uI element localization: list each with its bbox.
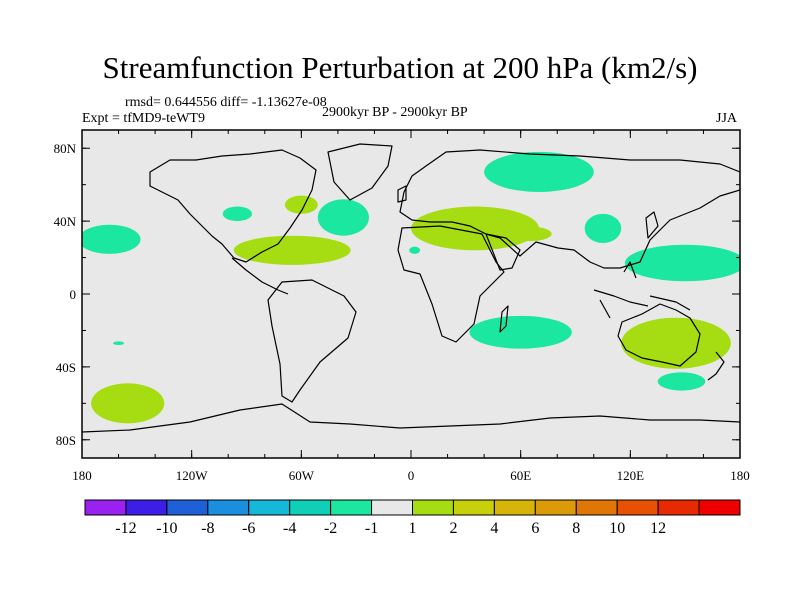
colorbar-label: -1 bbox=[365, 520, 378, 537]
colorbar-swatch bbox=[698, 499, 741, 516]
coastline-africa bbox=[397, 225, 505, 343]
x-tick-label: 120E bbox=[617, 468, 645, 483]
colorbar-label: -4 bbox=[283, 520, 296, 537]
colorbar-label: 8 bbox=[572, 520, 580, 537]
y-tick-label: 0 bbox=[70, 287, 77, 302]
colorbar-swatch bbox=[452, 499, 495, 516]
coastline-madagascar bbox=[499, 305, 509, 333]
colorbar-swatch bbox=[412, 499, 454, 516]
colorbar-label: 2 bbox=[449, 520, 457, 537]
y-tick-label: 80S bbox=[56, 433, 76, 448]
x-tick-label: 60E bbox=[510, 468, 531, 483]
x-tick-label: 0 bbox=[408, 468, 415, 483]
colorbar-swatch bbox=[657, 499, 700, 516]
colorbar-label: 6 bbox=[531, 520, 539, 537]
colorbar-label: -10 bbox=[156, 520, 177, 537]
period-label: 2900kyr BP - 2900kyr BP bbox=[322, 105, 468, 120]
coastline-antarctica bbox=[82, 403, 740, 433]
anomaly-negative-0 bbox=[484, 151, 594, 192]
x-tick-label: 60W bbox=[289, 468, 315, 483]
coastline-australia bbox=[617, 303, 701, 367]
anomaly-positive-15 bbox=[507, 226, 552, 242]
rmsd-stats: rmsd= 0.644556 diff= -1.13627e-08 bbox=[125, 95, 327, 110]
colorbar-swatch bbox=[166, 499, 209, 516]
coastline-north-america bbox=[149, 149, 317, 263]
y-tick-label: 80N bbox=[54, 141, 77, 156]
colorbar-label: -6 bbox=[242, 520, 255, 537]
x-tick-label: 120W bbox=[176, 468, 209, 483]
colorbar-swatch bbox=[289, 499, 332, 516]
anomaly-negative-7 bbox=[657, 372, 706, 391]
colorbar-label: -8 bbox=[201, 520, 214, 537]
x-tick-label: 180 bbox=[730, 468, 750, 483]
anomaly-positive-13 bbox=[621, 317, 731, 369]
colorbar-label: 1 bbox=[409, 520, 417, 537]
colorbar-swatch bbox=[616, 499, 659, 516]
colorbar-label: 12 bbox=[650, 520, 666, 537]
coastline-central-america bbox=[231, 257, 289, 295]
anomaly-positive-11 bbox=[284, 195, 318, 214]
colorbar-swatch bbox=[575, 499, 618, 516]
colorbar-label: -12 bbox=[115, 520, 136, 537]
colorbar-swatch bbox=[534, 499, 577, 516]
colorbar-swatch bbox=[84, 499, 127, 516]
colorbar-label: 4 bbox=[490, 520, 498, 537]
anomaly-negative-2 bbox=[317, 199, 369, 236]
anomaly-negative-4 bbox=[584, 213, 622, 243]
coastline-japan bbox=[645, 211, 659, 239]
anomaly-negative-5 bbox=[624, 244, 740, 282]
coastline-greenland bbox=[327, 143, 393, 201]
y-tick-label: 40S bbox=[56, 360, 76, 375]
coastlines bbox=[82, 143, 740, 433]
colorbar-label: -2 bbox=[324, 520, 337, 537]
colorbar-swatch bbox=[330, 499, 373, 516]
map-background bbox=[82, 130, 740, 458]
coastline-uk bbox=[397, 185, 407, 203]
colorbar-label: 10 bbox=[609, 520, 625, 537]
anomaly-positive-10 bbox=[233, 235, 351, 265]
colorbar-swatch bbox=[248, 499, 291, 516]
coastline-maritime-asia bbox=[593, 261, 691, 319]
season-label: JJA bbox=[716, 111, 738, 126]
experiment-label: Expt = tfMD9-teWT9 bbox=[82, 111, 205, 126]
coastline-new-zealand bbox=[707, 351, 725, 381]
colorbar-swatch bbox=[125, 499, 168, 516]
colorbar-swatch bbox=[493, 499, 536, 516]
colorbar-swatch bbox=[207, 499, 250, 516]
anomaly-negative-9 bbox=[113, 341, 125, 346]
chart-title: Streamfunction Perturbation at 200 hPa (… bbox=[102, 50, 698, 85]
anomaly-negative-6 bbox=[469, 315, 572, 349]
coastline-south-america bbox=[267, 279, 357, 403]
anomaly-negative-1 bbox=[222, 206, 252, 222]
colorbar-swatch bbox=[371, 499, 413, 516]
y-tick-label: 40N bbox=[54, 214, 77, 229]
x-tick-label: 180 bbox=[72, 468, 92, 483]
anomaly-positive-14 bbox=[91, 383, 165, 424]
coastline-arabia bbox=[485, 233, 521, 271]
anomaly-negative-8 bbox=[409, 246, 421, 254]
anomaly-negative-3 bbox=[82, 224, 141, 254]
